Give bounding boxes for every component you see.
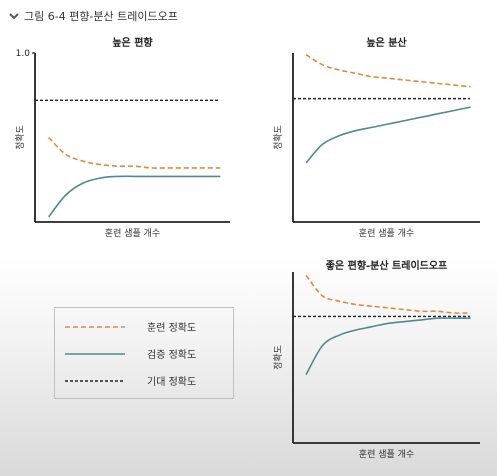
legend-swatch-train (65, 326, 125, 328)
x-axis-label: 훈련 샘플 개수 (105, 227, 160, 239)
y-axis-label: 정확도 (272, 125, 284, 150)
legend-item-validation: 검증 정확도 (55, 343, 233, 363)
series-line-train (305, 54, 471, 88)
legend-label-train: 훈련 정확도 (147, 323, 197, 334)
legend-label-expected: 기대 정확도 (147, 377, 197, 388)
series-line-validation (305, 106, 471, 164)
legend: 훈련 정확도 검증 정확도 기대 정확도 (54, 307, 234, 399)
legend-swatch-expected (65, 380, 125, 382)
figure-caption[interactable]: 그림 6-4 편향-분산 트레이드오프 (8, 6, 178, 26)
series-line-train (48, 136, 221, 169)
legend-item-train: 훈련 정확도 (55, 316, 233, 336)
legend-label-validation: 검증 정확도 (147, 350, 197, 361)
chart-title: 높은 분산 (366, 36, 407, 49)
figure-caption-text: 그림 6-4 편향-분산 트레이드오프 (24, 10, 178, 23)
series-line-train (305, 274, 471, 314)
y-axis-label: 정확도 (14, 125, 26, 150)
y-axis-label: 정확도 (272, 345, 284, 370)
chevron-down-icon (9, 13, 19, 20)
x-axis-label: 훈련 샘플 개수 (359, 227, 414, 239)
chart-title: 높은 편향 (112, 36, 153, 49)
series-line-validation (305, 317, 471, 375)
x-axis-label: 훈련 샘플 개수 (359, 448, 414, 460)
chart-title: 좋은 편향-분산 트레이드오프 (326, 259, 448, 272)
legend-item-expected: 기대 정확도 (55, 370, 233, 390)
y-tick-label: 1.0 (16, 49, 31, 59)
legend-swatch-validation (65, 353, 125, 355)
series-line-validation (48, 175, 221, 218)
